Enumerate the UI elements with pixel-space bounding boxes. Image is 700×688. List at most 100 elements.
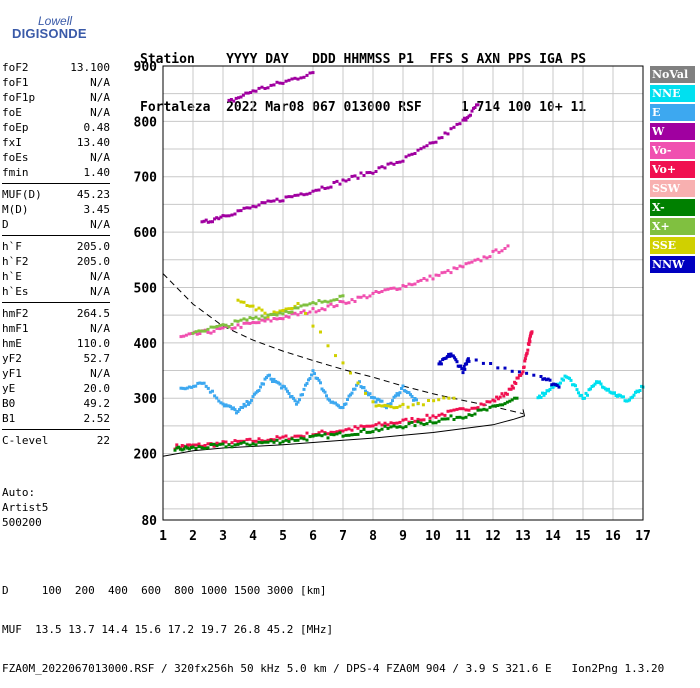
param-label: C-level (2, 434, 49, 447)
data-point (452, 266, 456, 270)
data-point (452, 418, 456, 421)
param-label: h`F2 (2, 255, 29, 268)
data-point (251, 321, 255, 324)
data-point (485, 256, 489, 260)
data-point (287, 195, 291, 199)
data-point (260, 201, 264, 205)
param-label: yF2 (2, 352, 22, 365)
data-point (237, 96, 241, 100)
data-point (304, 383, 307, 387)
data-point (422, 418, 426, 422)
data-point (368, 424, 372, 428)
data-point (196, 381, 200, 385)
data-point (476, 408, 480, 412)
data-point (453, 356, 457, 360)
data-point (213, 217, 217, 221)
param-value: N/A (90, 91, 110, 104)
param-row: h`E N/A (2, 269, 110, 284)
data-point (338, 300, 342, 303)
data-point (434, 421, 438, 425)
data-point (440, 271, 444, 275)
data-point (374, 400, 378, 404)
data-point (232, 99, 236, 103)
data-point (245, 400, 249, 403)
param-value: N/A (90, 76, 110, 89)
param-separator (2, 302, 110, 303)
x-tick-label: 12 (485, 529, 501, 544)
data-point (263, 311, 267, 315)
data-point (438, 360, 442, 364)
x-tick-label: 17 (635, 529, 651, 544)
data-point (416, 148, 420, 152)
data-point (213, 394, 217, 398)
data-point (302, 193, 306, 197)
data-point (204, 384, 208, 388)
data-point (638, 389, 642, 392)
data-point (317, 433, 321, 437)
data-point (296, 438, 300, 442)
ionogram-chart: 1 2 3 4 5 6 7 8 9 10 11 12 13 14 15 16 17802003004005006… (134, 60, 651, 544)
data-point (344, 402, 348, 406)
data-point (559, 381, 562, 385)
data-point (377, 429, 381, 433)
data-point (445, 355, 449, 359)
data-point (365, 296, 369, 300)
data-point (462, 364, 466, 368)
data-point (383, 421, 387, 425)
data-point (344, 428, 348, 432)
data-point (467, 413, 471, 417)
param-row: foE N/A (2, 105, 110, 120)
data-point (272, 438, 276, 442)
x-tick-label: 5 (279, 529, 287, 544)
data-point (368, 294, 372, 298)
data-point (335, 304, 339, 308)
data-point (290, 195, 294, 199)
data-point (341, 429, 345, 433)
data-point (320, 185, 324, 189)
data-point (503, 247, 507, 250)
data-point (326, 432, 330, 436)
data-point (248, 316, 252, 320)
param-value: 2.52 (83, 412, 111, 425)
data-point (245, 321, 249, 325)
data-point (302, 75, 306, 79)
param-row: B1 2.52 (2, 411, 110, 426)
param-value: N/A (90, 151, 110, 164)
data-point (350, 391, 354, 395)
data-point (179, 335, 183, 339)
data-point (287, 78, 291, 82)
data-point (460, 367, 464, 371)
data-point (248, 206, 252, 210)
data-point (192, 384, 196, 388)
data-point (292, 396, 295, 400)
data-point (326, 186, 330, 190)
data-point (299, 304, 303, 308)
data-point (491, 404, 495, 408)
data-point (295, 402, 298, 406)
data-point (341, 406, 345, 409)
data-point (311, 434, 315, 438)
data-point (290, 395, 294, 398)
data-point (239, 318, 243, 322)
data-point (311, 301, 315, 305)
data-point (233, 319, 237, 323)
data-point (454, 358, 458, 362)
data-point (335, 179, 339, 183)
auto-artist: Artist5 (2, 501, 49, 514)
data-point (227, 214, 231, 218)
data-point (208, 390, 212, 394)
data-point (437, 419, 441, 423)
data-point (308, 310, 312, 314)
data-point (187, 447, 191, 451)
data-point (464, 408, 468, 412)
data-point (263, 319, 267, 323)
data-point (461, 416, 465, 420)
data-point (380, 290, 384, 293)
param-row: foEs N/A (2, 150, 110, 165)
data-point (254, 89, 258, 93)
data-point (236, 410, 240, 413)
data-point (287, 440, 291, 443)
data-point (507, 387, 511, 391)
data-point (260, 85, 264, 89)
y-tick-label: 400 (134, 337, 158, 352)
